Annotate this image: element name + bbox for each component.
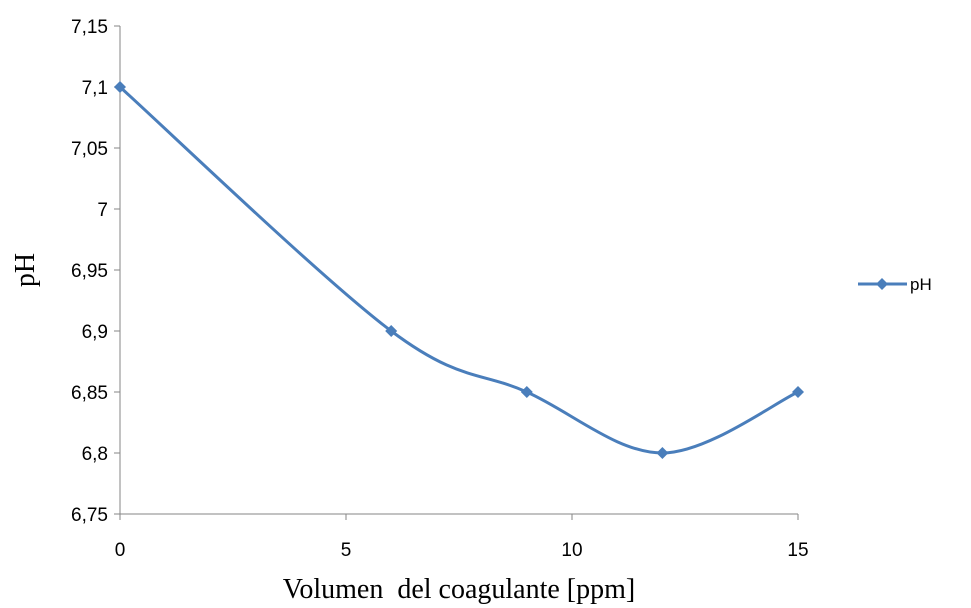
x-tick-label: 5: [341, 540, 352, 561]
data-point: [656, 447, 669, 459]
legend: pH: [858, 275, 932, 294]
x-tick-label: 10: [561, 540, 582, 561]
y-tick-label: 7,1: [82, 78, 108, 99]
y-tick-label: 6,8: [82, 444, 108, 465]
y-tick-label: 7,15: [71, 17, 108, 38]
y-tick-label: 7,05: [71, 139, 108, 160]
y-tick-label: 6,75: [71, 505, 108, 526]
x-tick-label: 15: [787, 540, 808, 561]
y-axis-title: pH: [10, 253, 41, 287]
y-tick-label: 6,9: [82, 322, 108, 343]
y-tick-label: 7: [97, 200, 108, 221]
x-tick-label: 0: [115, 540, 126, 561]
x-tick-labels: 0 5 10 15: [115, 540, 809, 561]
y-tick-label: 6,95: [71, 261, 108, 282]
x-axis-title: Volumen del coagulante [ppm]: [283, 574, 636, 605]
axes: [114, 25, 799, 520]
data-point: [385, 325, 398, 337]
data-point: [114, 81, 126, 93]
series-line-ph: [118, 85, 799, 455]
y-tick-label: 6,85: [71, 383, 108, 404]
series-layer: [114, 81, 804, 459]
legend-label: pH: [910, 275, 932, 294]
legend-marker: [876, 278, 888, 290]
data-point: [792, 386, 804, 398]
data-point: [520, 386, 533, 398]
y-tick-labels: 6,75 6,8 6,85 6,9 6,95 7 7,05 7,1 7,15: [71, 17, 108, 526]
